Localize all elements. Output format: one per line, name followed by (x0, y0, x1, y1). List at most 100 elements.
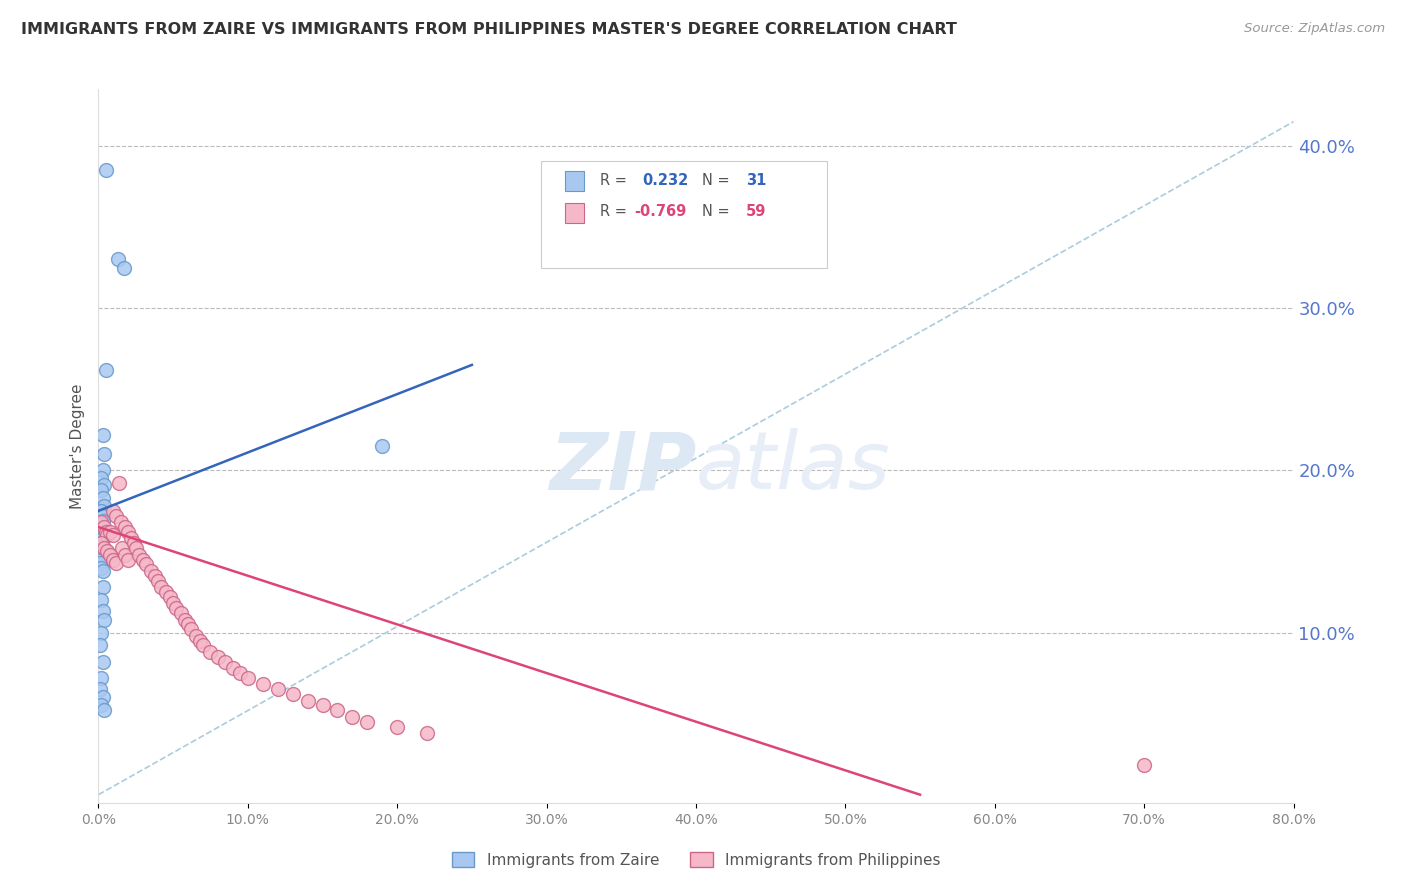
Point (132, 552, 155, 566)
Point (371, 439, 394, 453)
Point (356, 714, 378, 729)
Text: 59: 59 (747, 204, 766, 219)
Point (165, 601, 187, 615)
Point (89, 682, 111, 697)
Point (222, 661, 245, 675)
Point (114, 520, 136, 534)
Point (90, 625, 112, 640)
Point (103, 504, 125, 518)
Point (91, 564, 114, 578)
Point (117, 524, 139, 539)
Point (148, 574, 170, 588)
Point (93, 541, 115, 556)
Point (91, 548, 114, 562)
Point (91, 427, 114, 442)
Point (93, 613, 115, 627)
Point (297, 693, 319, 707)
Point (90, 471, 112, 485)
Point (110, 515, 132, 529)
Point (90, 536, 112, 550)
Point (155, 585, 177, 599)
Point (90, 516, 112, 531)
Point (143, 568, 166, 582)
Point (107, 252, 129, 267)
Point (267, 682, 290, 697)
Point (342, 710, 364, 724)
Point (89, 540, 111, 554)
Point (94, 163, 117, 178)
Point (91, 508, 114, 523)
Point (91, 491, 114, 505)
Point (89, 639, 111, 653)
Text: -0.769: -0.769 (634, 204, 686, 219)
Point (90, 560, 112, 574)
Text: atlas: atlas (696, 428, 891, 507)
Point (174, 613, 197, 627)
Point (139, 564, 162, 578)
Point (162, 596, 184, 610)
Point (90, 671, 112, 685)
Point (91, 580, 114, 594)
Legend: Immigrants from Zaire, Immigrants from Philippines: Immigrants from Zaire, Immigrants from P… (446, 846, 946, 873)
Point (91, 690, 114, 705)
Point (326, 703, 349, 717)
Point (91, 514, 114, 528)
Point (207, 649, 229, 664)
Text: IMMIGRANTS FROM ZAIRE VS IMMIGRANTS FROM PHILIPPINES MASTER'S DEGREE CORRELATION: IMMIGRANTS FROM ZAIRE VS IMMIGRANTS FROM… (21, 22, 957, 37)
Text: N =: N = (702, 204, 730, 219)
Text: ZIP: ZIP (548, 428, 696, 507)
FancyBboxPatch shape (565, 202, 583, 223)
Point (94, 363, 117, 377)
Point (184, 629, 207, 643)
Point (90, 593, 112, 607)
Point (98, 548, 122, 562)
Point (169, 606, 191, 620)
Point (91, 463, 114, 477)
Point (90, 552, 112, 566)
Point (150, 580, 173, 594)
Point (114, 548, 136, 562)
Point (1133, 758, 1156, 772)
Point (180, 622, 202, 636)
Point (311, 698, 333, 713)
Point (91, 532, 114, 546)
Point (124, 536, 146, 550)
Text: 31: 31 (747, 173, 766, 188)
Point (96, 528, 118, 542)
Point (416, 726, 439, 740)
Point (281, 687, 304, 701)
Text: R =: R = (600, 204, 627, 219)
Point (93, 447, 115, 461)
Point (96, 544, 118, 558)
Point (90, 504, 112, 518)
FancyBboxPatch shape (565, 171, 583, 191)
Point (90, 515, 112, 529)
Point (188, 633, 211, 648)
Text: R =: R = (600, 173, 627, 188)
Point (90, 536, 112, 550)
Point (125, 541, 148, 556)
Point (93, 499, 115, 513)
Point (108, 476, 131, 491)
Point (111, 541, 134, 556)
Point (128, 548, 150, 562)
Point (105, 508, 128, 523)
Point (90, 524, 112, 538)
Point (94, 524, 117, 539)
Point (120, 532, 142, 546)
Point (200, 645, 222, 659)
Point (103, 528, 125, 542)
Point (93, 544, 115, 558)
Y-axis label: Master's Degree: Master's Degree (69, 384, 84, 508)
Point (93, 520, 115, 534)
Point (236, 671, 259, 685)
Point (229, 666, 252, 681)
FancyBboxPatch shape (541, 161, 827, 268)
Point (112, 260, 135, 275)
Point (135, 558, 157, 572)
Text: N =: N = (702, 173, 730, 188)
Text: 0.232: 0.232 (643, 173, 689, 188)
Point (91, 604, 114, 618)
Point (252, 677, 274, 691)
Point (177, 617, 200, 632)
